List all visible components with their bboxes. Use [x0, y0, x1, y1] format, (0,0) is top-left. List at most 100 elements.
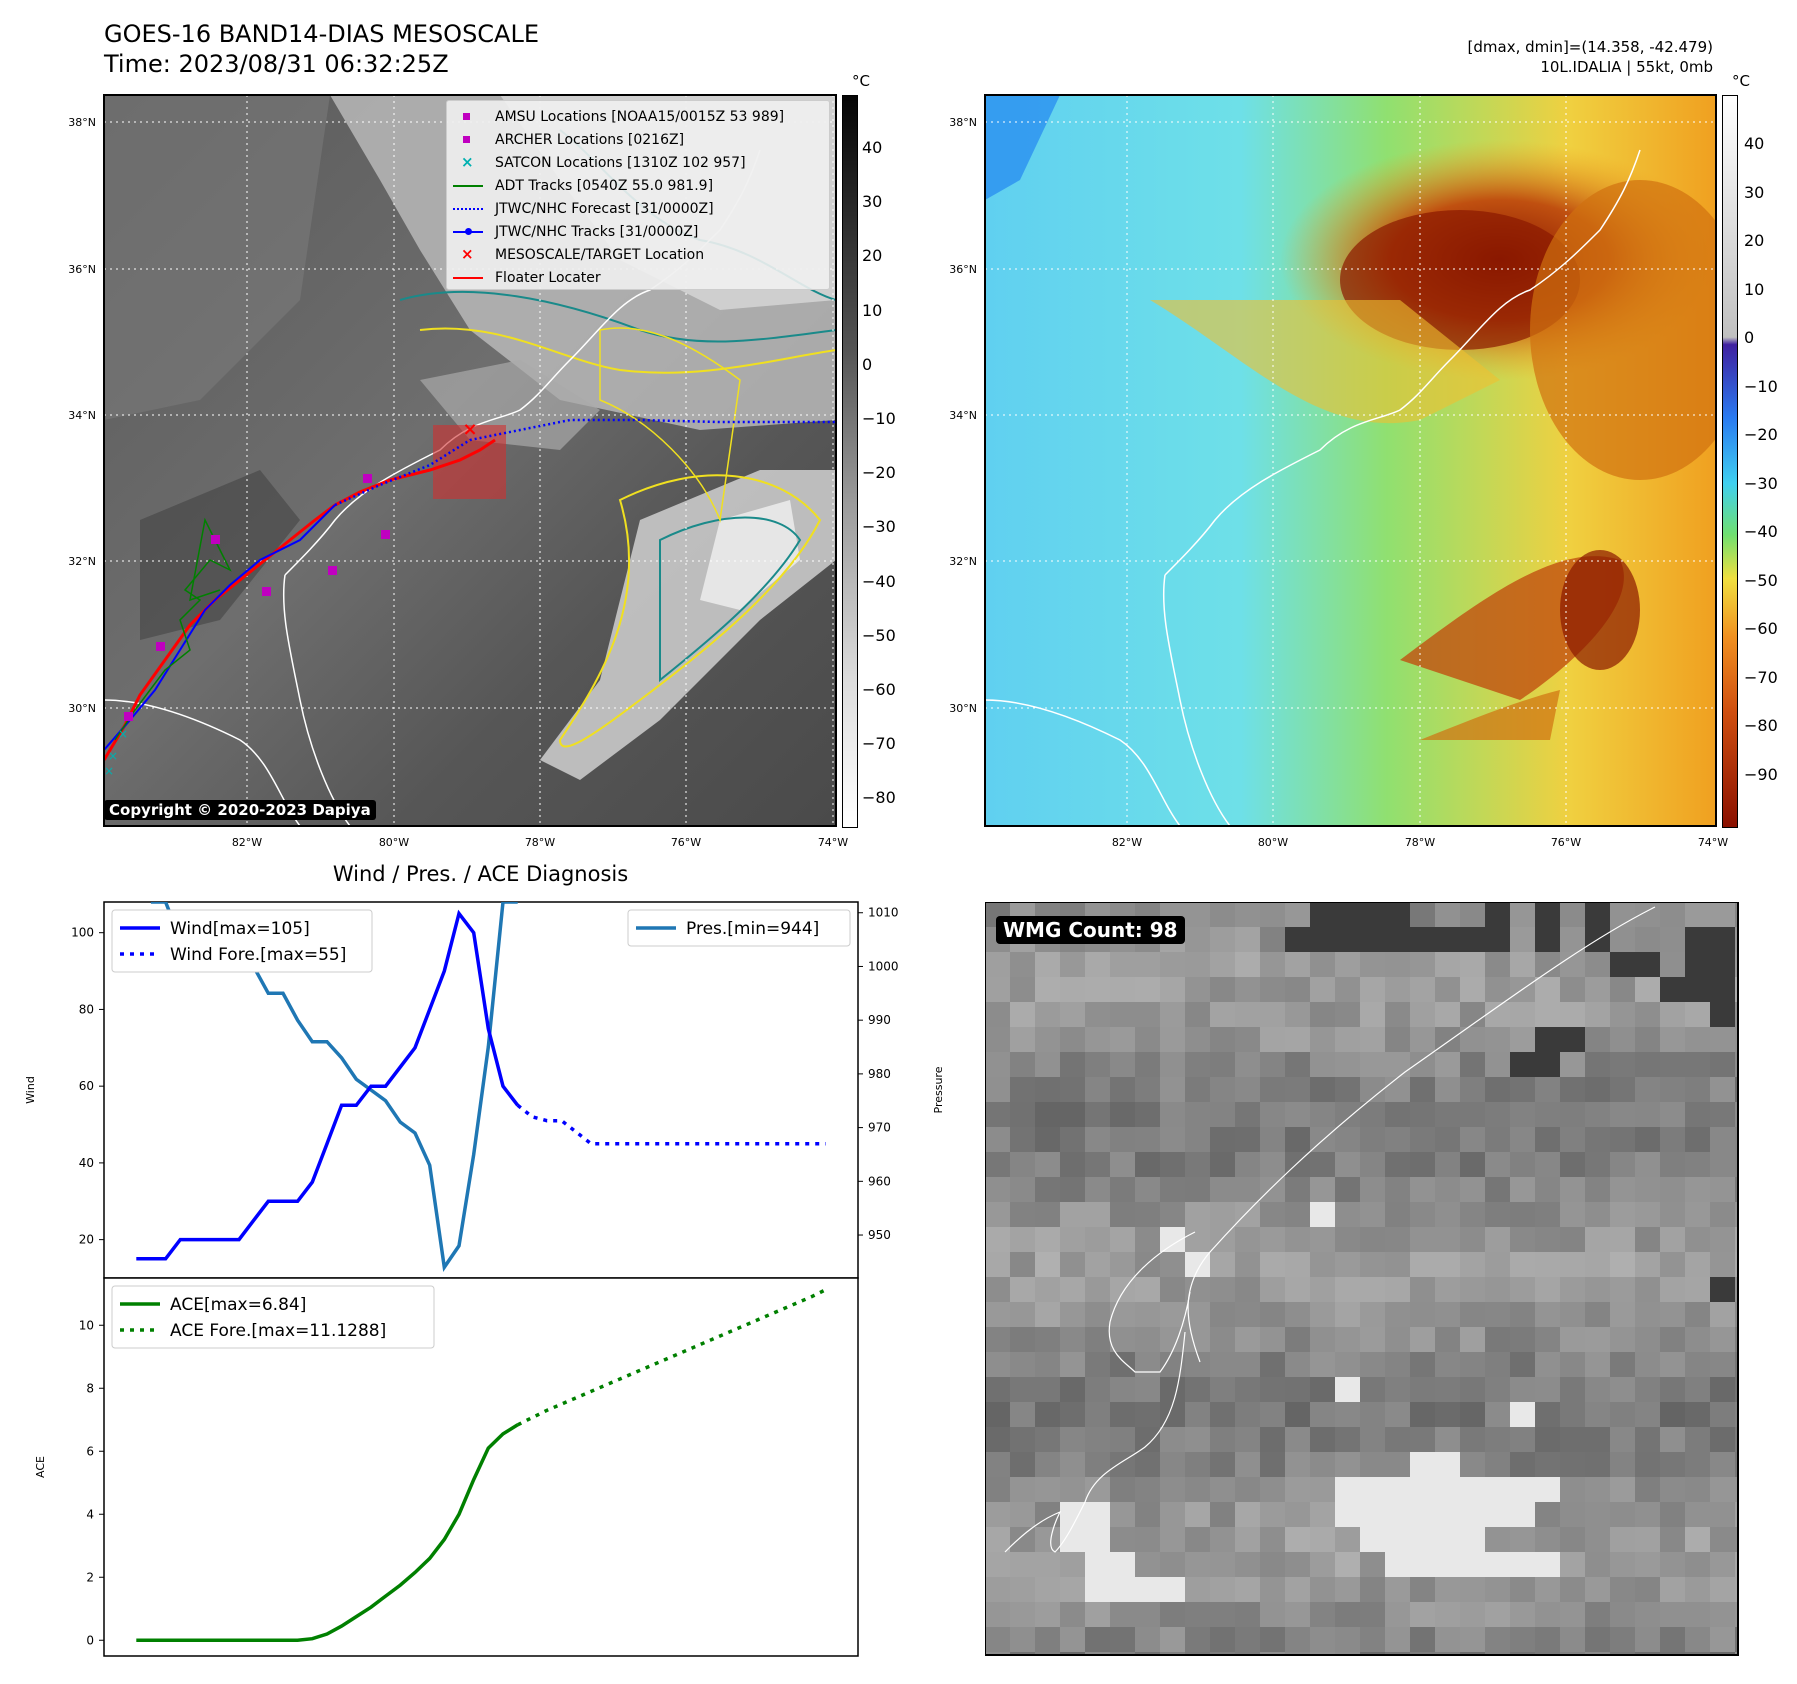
wmg-cell [1560, 1302, 1585, 1327]
wmg-cell [1735, 1327, 1738, 1352]
wmg-cell [1310, 1227, 1335, 1252]
wmg-cell [1660, 1577, 1685, 1602]
wmg-cell-warm [1410, 1527, 1435, 1552]
wmg-cell [1485, 1102, 1510, 1127]
wmg-pixel-grid [985, 902, 1738, 1655]
wmg-cell [1685, 1477, 1710, 1502]
wmg-cell [1285, 1577, 1310, 1602]
wmg-cell [1185, 1427, 1210, 1452]
wmg-cell-warm [1360, 1527, 1385, 1552]
wmg-cell [1210, 1577, 1235, 1602]
wmg-cell [1660, 1277, 1685, 1302]
wmg-cell [1535, 1652, 1560, 1655]
wmg-cell [1660, 1027, 1685, 1052]
wmg-cell [1485, 1227, 1510, 1252]
wmg-cell [985, 952, 1010, 977]
wmg-cell [1560, 1627, 1585, 1652]
wmg-cell [1260, 1652, 1285, 1655]
wmg-cell [1085, 1327, 1110, 1352]
pressure-ytick-label: 950 [868, 1228, 891, 1242]
wmg-cell [1285, 1427, 1310, 1452]
legend-item: ARCHER Locations [0216Z] [447, 130, 684, 150]
wmg-cell [1235, 1027, 1260, 1052]
wmg-cell [1610, 1152, 1635, 1177]
wmg-cell [1310, 1652, 1335, 1655]
wmg-cell [985, 1527, 1010, 1552]
wmg-cell-warm [1435, 1552, 1460, 1577]
wmg-cell [1035, 1477, 1060, 1502]
wmg-cell [1435, 902, 1460, 927]
wmg-cell [1035, 1077, 1060, 1102]
wmg-cell [1735, 902, 1738, 927]
legend-item: JTWC/NHC Tracks [31/0000Z] [447, 222, 698, 242]
wmg-cell [1260, 1577, 1285, 1602]
wmg-cell [1585, 1002, 1610, 1027]
wmg-cell [1035, 1602, 1060, 1627]
wmg-cell [1185, 1577, 1210, 1602]
wmg-cell [1585, 1027, 1610, 1052]
copyright-label: Copyright © 2020-2023 Dapiya [104, 800, 376, 820]
wmg-cell [1410, 1102, 1435, 1127]
wmg-cell [1660, 1627, 1685, 1652]
wmg-cell-warm [1085, 1577, 1110, 1602]
wmg-cell [1185, 1002, 1210, 1027]
wmg-cell [1485, 1277, 1510, 1302]
wmg-cell [985, 1352, 1010, 1377]
wmg-cell-warm [1110, 1577, 1135, 1602]
wmg-cell [1285, 1102, 1310, 1127]
wmg-cell [1085, 1002, 1110, 1027]
wmg-cell [1010, 1627, 1035, 1652]
wind-ytick-label: 20 [79, 1233, 94, 1247]
wmg-cell [1610, 1202, 1635, 1227]
wmg-cell [1010, 977, 1035, 1002]
wmg-cell [1585, 1552, 1610, 1577]
wmg-cell [1135, 1327, 1160, 1352]
ace-legend: ACE[max=6.84] ACE Fore.[max=11.1288] [111, 1285, 435, 1349]
wmg-cell [1660, 1327, 1685, 1352]
wmg-cell [1035, 1152, 1060, 1177]
wmg-cell [1260, 1427, 1285, 1452]
wmg-cell [1110, 1177, 1135, 1202]
wmg-cell [1235, 1002, 1260, 1027]
series-ace-max [136, 1423, 519, 1643]
wmg-cell [1160, 1652, 1185, 1655]
wmg-cell [1435, 1202, 1460, 1227]
wmg-cell [1735, 1202, 1738, 1227]
wmg-cell [1585, 1502, 1610, 1527]
wmg-cell [1110, 1052, 1135, 1077]
wmg-cell [1510, 902, 1535, 927]
wmg-cell [1685, 1002, 1710, 1027]
wmg-cell [1510, 1327, 1535, 1352]
wmg-cell [1310, 1527, 1335, 1552]
wmg-cell [1110, 1127, 1135, 1152]
wmg-cell [1385, 1277, 1410, 1302]
wmg-cell [1010, 1452, 1035, 1477]
wmg-cell [1435, 1277, 1460, 1302]
wmg-cell [1360, 1102, 1385, 1127]
wmg-cell [1035, 1327, 1060, 1352]
wmg-cell [1335, 1627, 1360, 1652]
legend-symbol [447, 199, 487, 219]
wmg-cell [1060, 977, 1085, 1002]
wmg-cell [1435, 1252, 1460, 1277]
wmg-cell [1235, 1552, 1260, 1577]
colorbar-tick-label: −90 [1744, 764, 1778, 784]
wmg-cell [1335, 977, 1360, 1002]
wmg-cell [1560, 1477, 1585, 1502]
wmg-cell-warm [1310, 1202, 1335, 1227]
wmg-cell [1360, 1327, 1385, 1352]
wmg-cell [1735, 977, 1738, 1002]
wmg-cell-warm [1535, 1552, 1560, 1577]
wmg-cell [1260, 1127, 1285, 1152]
wmg-cell [1435, 1102, 1460, 1127]
wmg-cell [1360, 1302, 1385, 1327]
ace-ytick-label: 0 [86, 1633, 94, 1647]
wmg-cell [1160, 1502, 1185, 1527]
figure-time: Time: 2023/08/31 06:32:25Z [104, 50, 449, 78]
wmg-cell [1235, 1352, 1260, 1377]
wmg-cell [1385, 1377, 1410, 1402]
pressure-ytick-label: 1010 [868, 906, 899, 920]
wmg-cell [1510, 1127, 1535, 1152]
wmg-cell [1035, 1027, 1060, 1052]
wmg-cell [1010, 1027, 1035, 1052]
